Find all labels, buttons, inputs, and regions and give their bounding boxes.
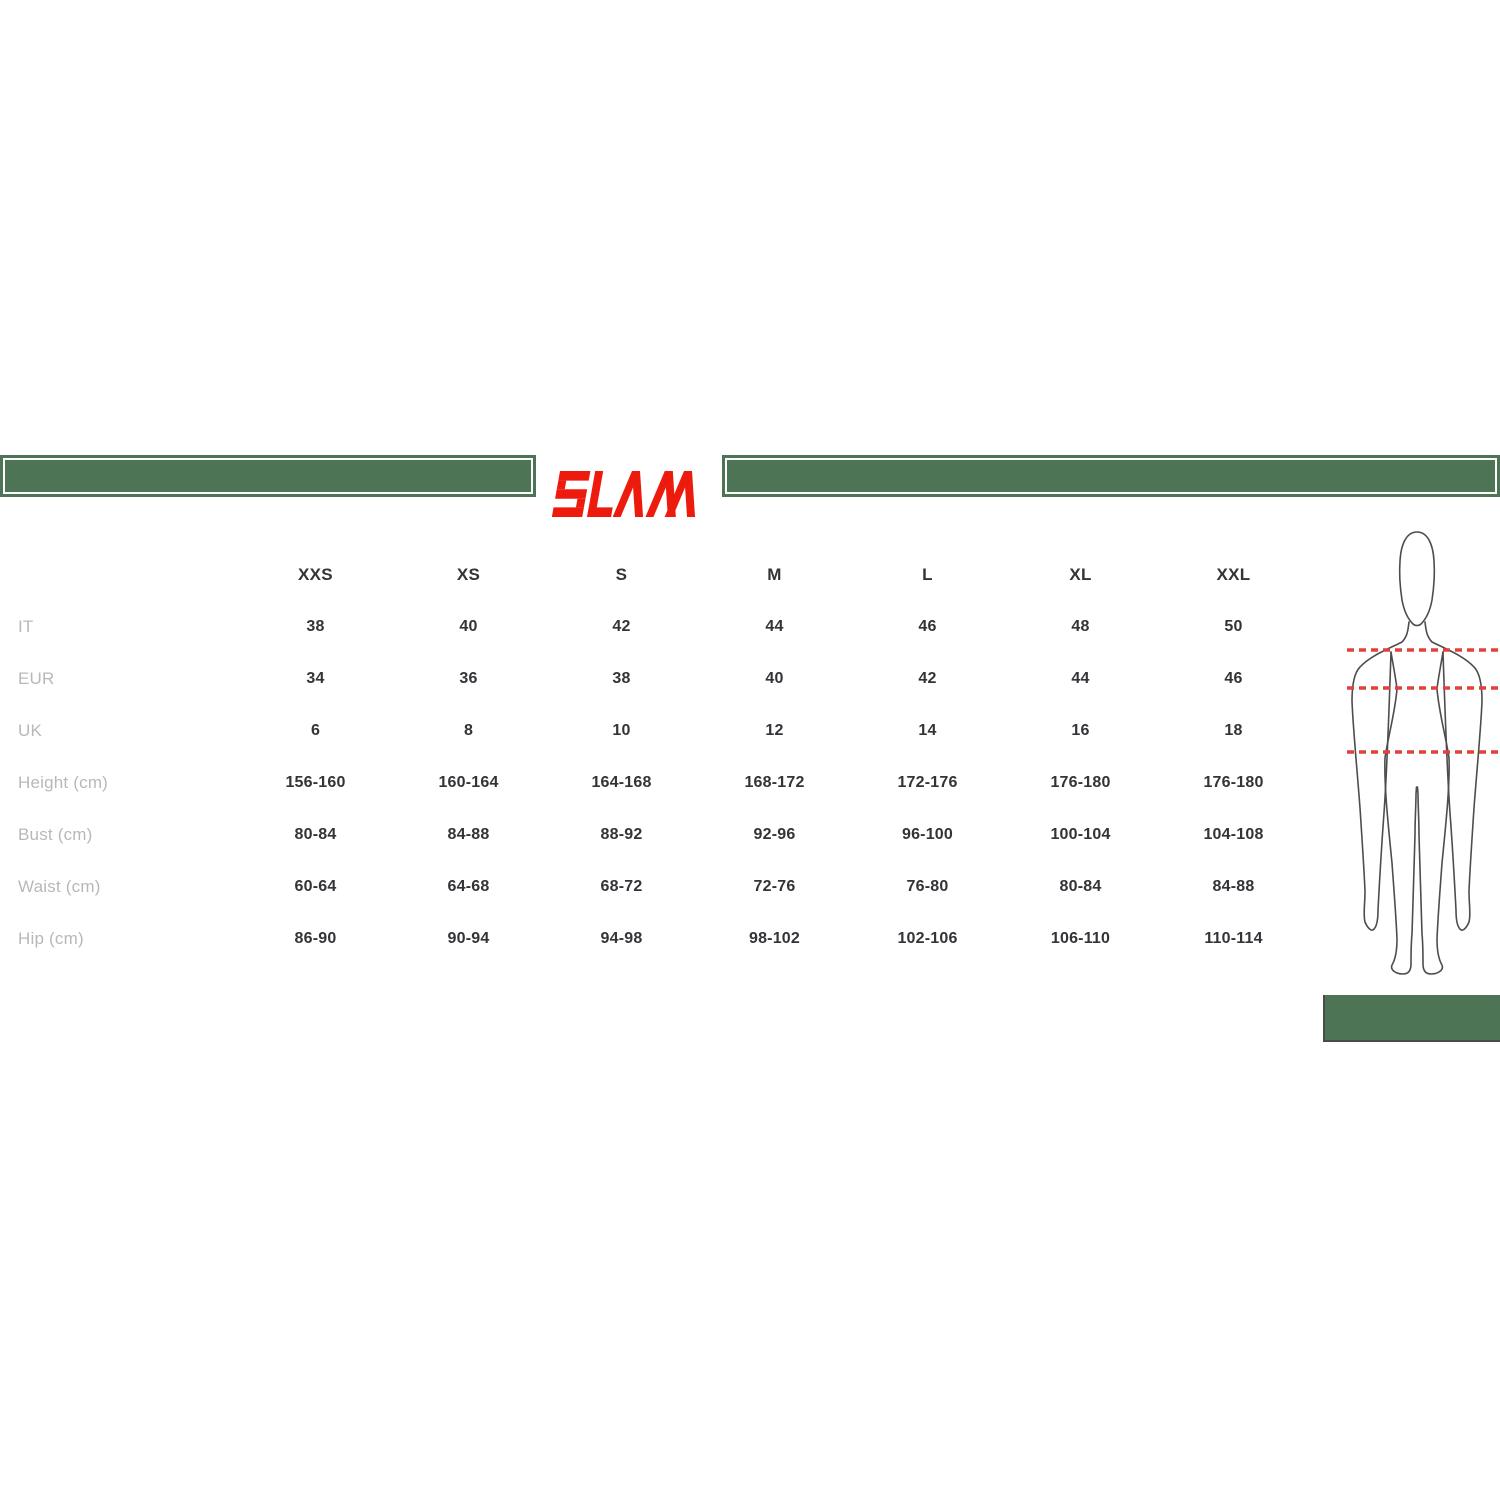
size-value: 38 [612,670,631,687]
column-header-xxl: XXL [1216,565,1251,584]
column-header-xxs: XXS [298,565,333,584]
size-value: 172-176 [897,774,958,791]
size-value: 42 [918,670,937,687]
size-value: 160-164 [438,774,499,791]
column-header-xl: XL [1069,565,1092,584]
size-value: 64-68 [447,878,490,895]
size-value: 106-110 [1050,930,1111,947]
size-value: 164-168 [591,774,652,791]
size-value: 98-102 [748,930,801,947]
size-value: 40 [765,670,784,687]
size-value: 10 [612,722,631,739]
size-value: 80-84 [294,826,337,843]
size-value: 36 [459,670,478,687]
size-value: 92-96 [753,826,796,843]
size-value: 84-88 [447,826,490,843]
size-value: 50 [1224,618,1243,635]
size-value: 86-90 [294,930,337,947]
row-label-uk: UK [18,721,43,740]
size-value: 44 [1071,670,1090,687]
size-value: 12 [765,722,784,739]
size-value: 48 [1071,618,1090,635]
size-value: 90-94 [447,930,490,947]
size-value: 100-104 [1050,826,1111,843]
size-value: 68-72 [600,878,643,895]
size-value: 176-180 [1203,774,1264,791]
bottom-green-block [1323,995,1500,1042]
row-label-waist: Waist (cm) [18,877,101,896]
size-value: 38 [306,618,325,635]
column-header-s: S [615,565,628,584]
size-value: 94-98 [600,930,643,947]
size-value: 104-108 [1203,826,1264,843]
size-value: 76-80 [906,878,949,895]
size-value: 42 [612,618,631,635]
size-value: 156-160 [285,774,346,791]
slam-logo [552,471,696,517]
column-header-xs: XS [456,565,481,584]
column-header-m: M [767,565,782,584]
size-value: 84-88 [1212,878,1255,895]
size-value: 18 [1224,722,1243,739]
row-label-bust: Bust (cm) [18,825,93,844]
size-value: 102-106 [897,930,958,947]
size-value: 40 [459,618,478,635]
row-label-hip: Hip (cm) [18,929,84,948]
size-value: 14 [918,722,937,739]
size-chart-table: XXS XS S M L XL XXL IT 38 40 42 44 46 48… [18,549,1310,965]
size-value: 60-64 [294,878,337,895]
size-value: 110-114 [1204,930,1263,947]
size-value: 8 [463,722,474,739]
row-label-height: Height (cm) [18,773,109,792]
row-label-it: IT [18,617,34,636]
female-body-silhouette-icon [1347,531,1500,975]
banner-left-segment [0,455,536,497]
banner-right-segment [722,455,1500,497]
size-value: 80-84 [1059,878,1102,895]
size-value: 16 [1071,722,1090,739]
size-value: 96-100 [901,826,954,843]
column-header-l: L [922,565,933,584]
size-value: 6 [310,722,321,739]
size-value: 168-172 [744,774,805,791]
size-value: 44 [765,618,784,635]
size-value: 46 [1224,670,1243,687]
row-label-eur: EUR [18,669,55,688]
size-value: 34 [306,670,325,687]
size-value: 176-180 [1050,774,1111,791]
size-value: 72-76 [753,878,796,895]
size-value: 46 [918,618,937,635]
size-value: 88-92 [600,826,643,843]
